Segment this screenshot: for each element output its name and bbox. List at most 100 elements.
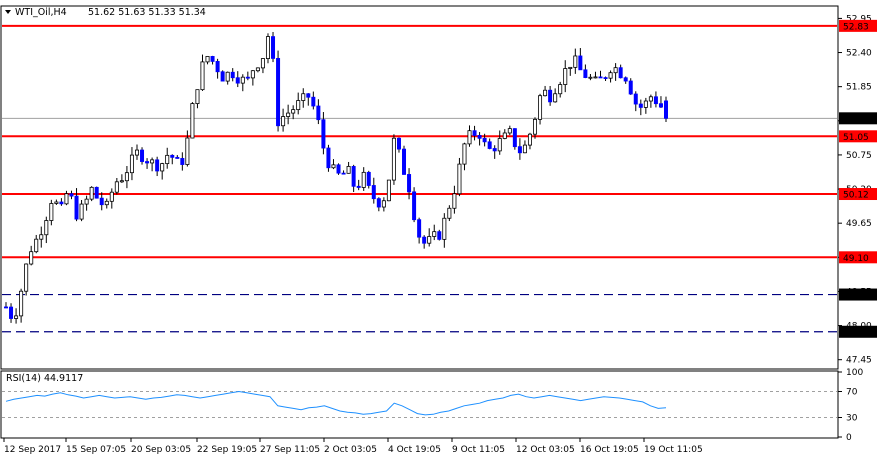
candle-body [462,143,467,165]
level-label-box [839,188,877,201]
candle-body [417,219,422,238]
candle-body [195,89,200,104]
candle-body [598,76,603,79]
candle-body [487,141,492,149]
candle-body [99,197,104,206]
candle-body [482,137,487,143]
symbol-title: WTI_Oil,H4 [15,7,67,18]
candle-body [366,171,371,186]
candle-body [648,96,653,102]
candle-body [185,137,190,165]
candle-body [548,89,553,103]
candle-body [215,61,220,73]
x-tick-label: 20 Sep 03:05 [131,445,191,455]
candle-body [467,130,472,145]
candle-body [180,158,185,165]
candle-body [210,56,215,62]
candle-body [618,67,623,79]
candle-body [306,93,311,98]
candle-body [653,96,658,105]
candle-body [608,72,613,79]
candle-body [437,231,442,240]
chart-header: WTI_Oil,H4 51.62 51.63 51.33 51.34 [5,7,206,18]
rsi-panel-frame [0,370,839,439]
candle-body [563,68,568,85]
rsi-tick-label: 100 [846,368,863,378]
candle-body [432,231,437,237]
candle-body [255,67,260,72]
candle-body [59,201,64,205]
candle-body [321,119,326,149]
candle-body [361,171,366,188]
candle-body [64,193,69,205]
candle-body [230,71,235,79]
candle-body [24,263,29,292]
candle-body [371,185,376,200]
candle-body [588,76,593,79]
candle-body [240,76,245,84]
level-label-box [839,288,877,301]
candle-body [527,133,532,146]
price-panel-frame [0,5,839,370]
collapse-triangle-icon[interactable] [5,10,11,14]
horizontal-levels [2,24,837,333]
x-tick-label: 12 Oct 03:05 [516,445,575,455]
candle-body [396,137,401,150]
price-axis: 52.9552.4051.8551.3050.7550.2049.6549.10… [838,14,877,366]
candle-body [356,185,361,188]
current-price-label: 51.34 [843,115,869,125]
rsi-axis: 100 70 30 0 [838,368,863,443]
candle-body [129,154,134,174]
x-tick-label: 22 Sep 19:05 [197,445,257,455]
time-axis: 12 Sep 2017 15 Sep 07:05 20 Sep 03:05 22 Se… [3,438,703,455]
candle-body [79,203,84,220]
candle-body [104,200,109,206]
candle-body [492,148,497,152]
candle-body [140,149,145,162]
candle-body [245,76,250,79]
candle-body [553,93,558,103]
candle-body [442,217,447,240]
candle-body [124,172,129,182]
candle-body [538,95,543,120]
candle-body [4,306,9,309]
candle-body [613,67,618,74]
candle-body [412,191,417,221]
candle-body [512,128,517,148]
candle-body [477,135,482,139]
candle-body [643,100,648,108]
candle-body [664,100,669,119]
candle-body [402,148,407,175]
candle-body [507,128,512,134]
candle-body [603,77,608,79]
candle-body [155,159,160,172]
candle-body [119,180,124,183]
rsi-tick-label: 30 [846,414,858,424]
candle-body [543,89,548,97]
candle-body [200,61,205,91]
candle-body [9,306,14,319]
candle-body [346,166,351,174]
candle-body [114,181,119,193]
candle-body [54,201,59,204]
level-label-box [839,19,877,32]
x-tick-label: 15 Sep 07:05 [66,445,126,455]
candle-body [205,56,210,63]
candle-body [452,193,457,209]
x-tick-label: 2 Oct 03:05 [324,445,377,455]
candle-body [381,200,386,208]
candle-body [658,103,663,108]
y-tick-label: 50.75 [846,151,872,161]
candle-body [593,76,598,79]
candle-body [225,71,230,82]
candle-body [170,154,175,158]
candle-body [573,55,578,68]
candle-body [271,36,276,59]
candle-body [386,179,391,202]
candle-body [220,71,225,82]
x-tick-label: 12 Sep 2017 [4,445,61,455]
candle-body [472,130,477,136]
candle-body [34,238,39,253]
candle-body [150,159,155,164]
